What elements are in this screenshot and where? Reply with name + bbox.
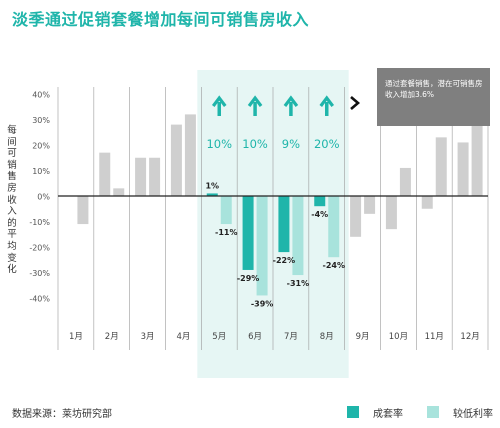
bar-compare-low-7月	[292, 196, 304, 276]
bar-package-rate-9月	[350, 196, 362, 237]
y-tick-label: -30%	[29, 269, 50, 278]
bar-compare-low-3月	[149, 157, 161, 196]
y-tick-label: 40%	[32, 91, 50, 100]
data-label: -24%	[323, 261, 345, 270]
bar-compare-low-5月	[220, 196, 232, 225]
bar-package-rate-4月	[170, 124, 182, 196]
up-arrow-head	[319, 95, 335, 107]
bar-package-rate-5月	[206, 193, 218, 196]
bar-compare-low-11月	[435, 137, 447, 196]
x-tick-label: 7月	[284, 332, 298, 342]
bar-compare-low-12月	[471, 111, 483, 196]
x-tick-label: 5月	[212, 332, 226, 342]
promo-increase-label: 10%	[242, 137, 268, 151]
x-tick-label: 12月	[460, 332, 479, 342]
y-tick-label: -40%	[29, 295, 50, 304]
data-label: -11%	[215, 228, 237, 237]
bar-compare-low-8月	[328, 196, 340, 258]
data-label: -29%	[237, 274, 259, 283]
bar-compare-low-1月	[77, 196, 89, 225]
chart-title: 淡季通过促销套餐增加每间可销售房收入	[12, 10, 310, 29]
bar-package-rate-3月	[135, 157, 147, 196]
legend-package-rate: 成套率	[347, 405, 403, 420]
bar-package-rate-8月	[314, 196, 326, 207]
legend-swatch-compare-low	[427, 406, 439, 418]
promo-increase-label: 10%	[206, 137, 232, 151]
bar-package-rate-7月	[278, 196, 290, 253]
bar-compare-low-10月	[399, 167, 411, 196]
callout-pointer-arrow	[350, 96, 360, 110]
y-tick-label: -20%	[29, 244, 50, 253]
x-tick-label: 10月	[389, 332, 408, 342]
legend-swatch-package-rate	[347, 406, 359, 418]
x-tick-label: 9月	[356, 332, 370, 342]
promo-increase-label: 9%	[282, 137, 300, 151]
bar-package-rate-12月	[457, 142, 469, 196]
up-arrow-head	[247, 95, 263, 107]
up-arrow-head	[211, 95, 227, 107]
y-tick-label: 20%	[32, 142, 50, 151]
y-tick-label: 0%	[37, 193, 50, 202]
up-arrow-head	[283, 95, 299, 107]
data-label: -39%	[251, 299, 273, 308]
y-tick-label: 30%	[32, 116, 50, 125]
x-tick-label: 6月	[248, 332, 262, 342]
x-tick-label: 8月	[320, 332, 334, 342]
data-label: -31%	[287, 279, 309, 288]
y-tick-label: -10%	[29, 218, 50, 227]
legend-label-compare-low: 较低利率	[453, 408, 493, 420]
x-tick-label: 4月	[176, 332, 190, 342]
callout-box: 通过套餐销售，潜在可销售房收入增加3.6%	[377, 68, 490, 126]
legend-compare-low: 较低利率	[427, 405, 493, 420]
x-tick-label: 3月	[141, 332, 155, 342]
x-tick-label: 2月	[105, 332, 119, 342]
x-tick-label: 11月	[425, 332, 444, 342]
data-source: 数据来源：莱坊研究部	[12, 409, 112, 420]
bar-compare-low-4月	[184, 114, 196, 196]
x-tick-label: 1月	[69, 332, 83, 342]
promo-increase-label: 20%	[314, 137, 340, 151]
data-label: 1%	[205, 181, 219, 190]
bar-package-rate-6月	[242, 196, 254, 270]
bar-compare-low-2月	[113, 188, 125, 196]
bar-compare-low-9月	[364, 196, 376, 214]
data-label: -4%	[311, 210, 328, 219]
y-tick-label: 10%	[32, 167, 50, 176]
bar-compare-low-6月	[256, 196, 268, 296]
legend-label-package-rate: 成套率	[373, 408, 403, 420]
bar-package-rate-2月	[99, 152, 111, 196]
bar-package-rate-11月	[421, 196, 433, 209]
y-axis-label: 每间可销售房收入的平均变化	[7, 125, 17, 276]
data-label: -22%	[273, 256, 295, 265]
bar-package-rate-10月	[385, 196, 397, 230]
